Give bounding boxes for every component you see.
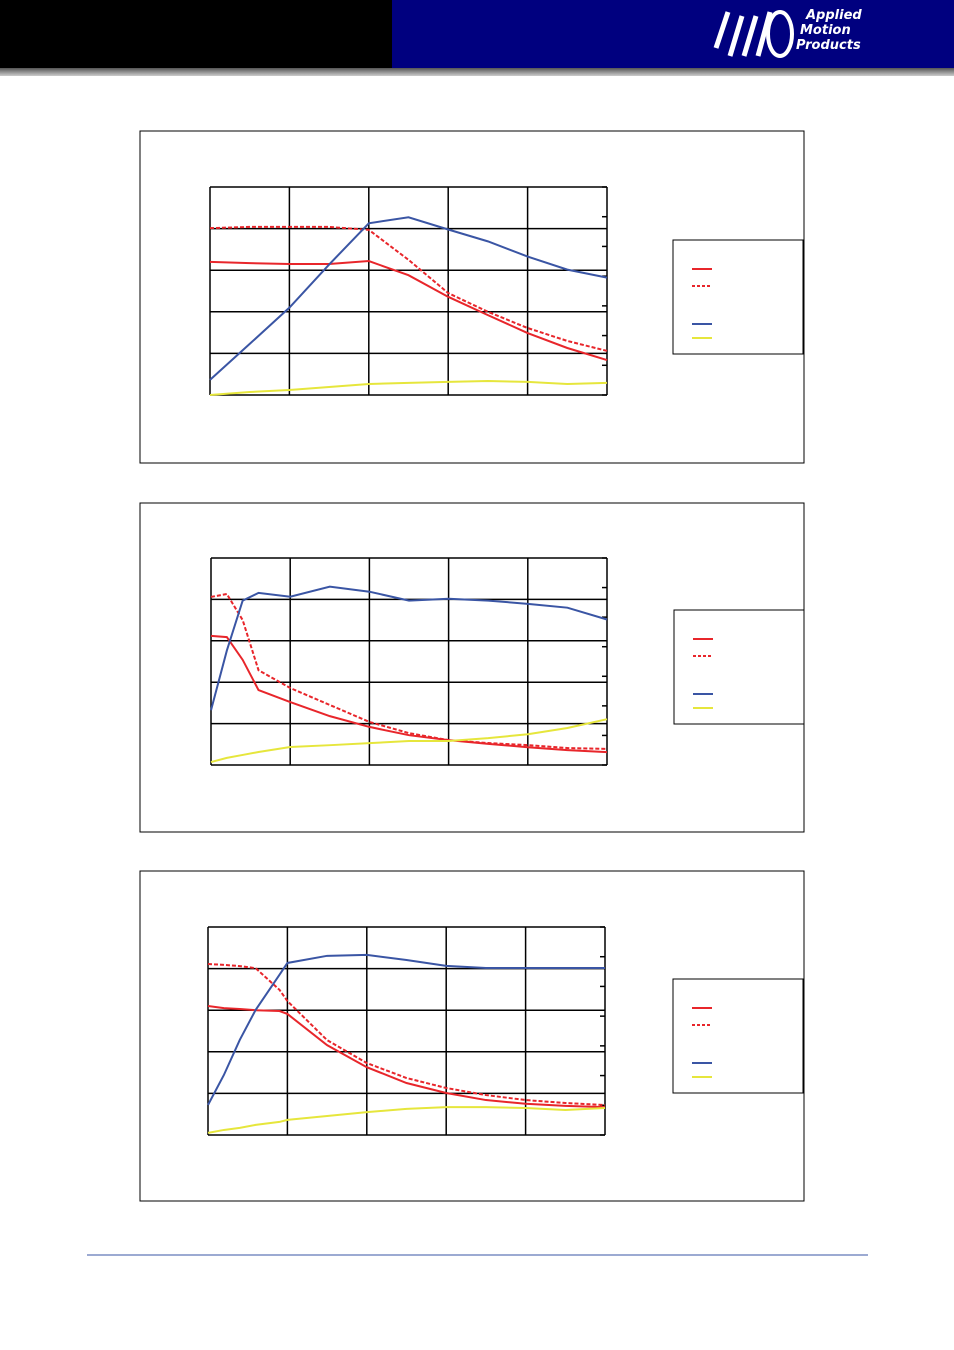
legend-box [673, 609, 805, 725]
legend-box [672, 239, 804, 355]
legend-box [672, 978, 804, 1094]
header-black [0, 0, 392, 68]
series-line [207, 953, 605, 1106]
series-line [209, 225, 608, 352]
logo-icon [713, 10, 794, 58]
series-line [210, 585, 608, 711]
logo-text: Applied [805, 8, 862, 23]
series-line [210, 718, 608, 764]
series-line [209, 216, 608, 381]
series-line [209, 380, 608, 396]
header-navy [392, 0, 954, 68]
header-bar [0, 68, 954, 76]
series-line [207, 1005, 606, 1109]
series-line [207, 1106, 606, 1134]
logo-text: Products [796, 38, 861, 53]
logo-text: Motion [800, 23, 851, 38]
series-line [210, 634, 608, 754]
series-line [209, 260, 608, 362]
